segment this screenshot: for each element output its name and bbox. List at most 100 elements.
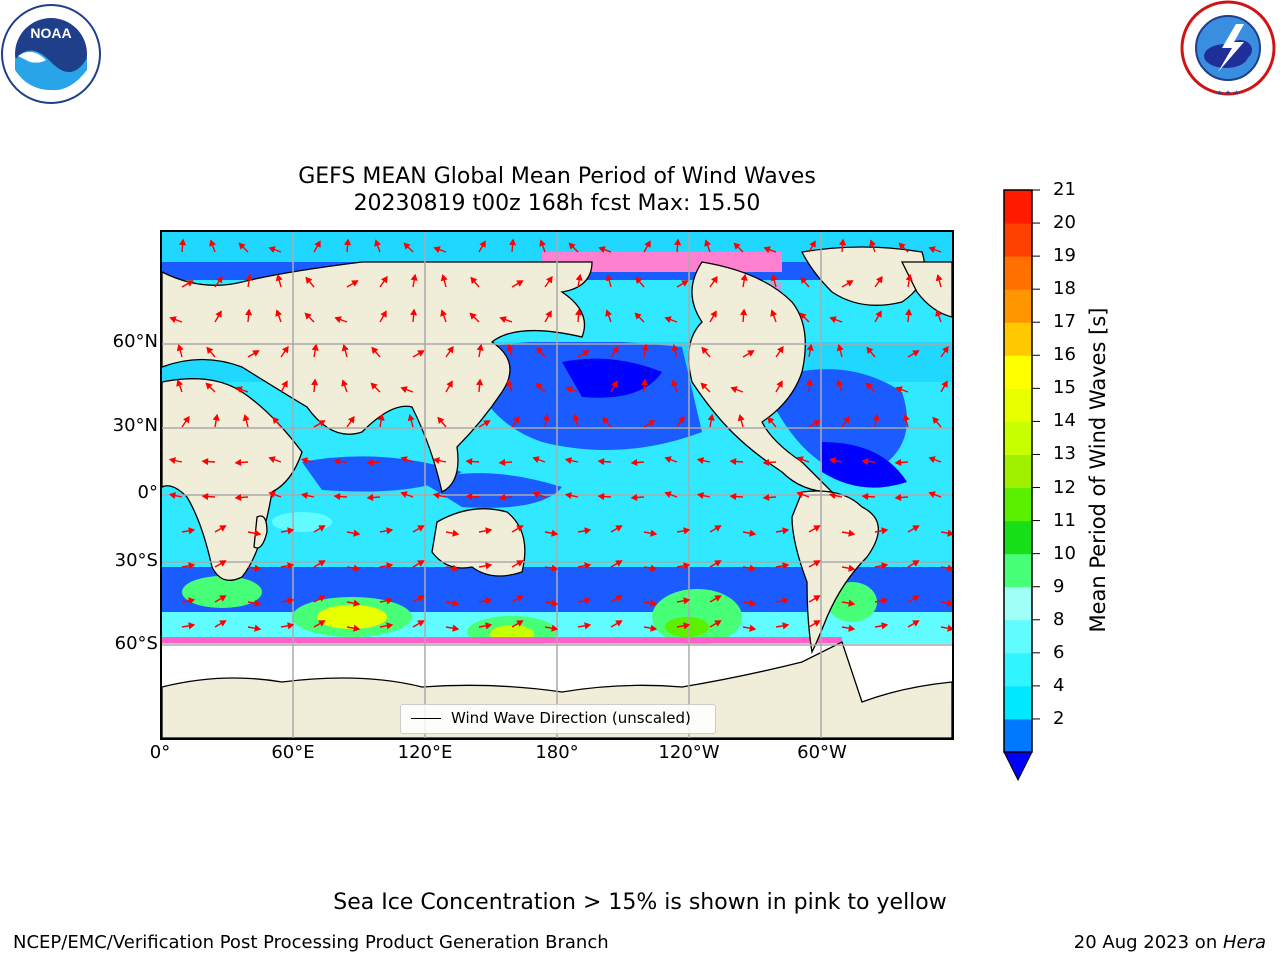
wind-wave-arrowhead [635,276,643,285]
wind-wave-arrowhead [671,343,679,352]
wind-wave-arrowhead [935,273,943,282]
colorbar-tick-label: 4 [1053,674,1065,696]
colorbar-frame [1003,189,1033,753]
wind-wave-arrowhead [881,597,889,605]
lat-label-30n: 30°N [112,415,158,436]
lon-label-60e: 60°E [271,742,315,763]
legend-label: Wind Wave Direction (unscaled) [451,709,691,727]
wind-wave-arrowhead [300,492,308,500]
colorbar-band [1004,355,1032,389]
wind-wave-arrowhead [912,350,920,357]
wind-wave-arrowhead [678,415,685,424]
wind-wave-arrowhead [813,620,821,627]
wind-wave-arrowhead [532,491,540,498]
wind-wave-arrowhead [275,273,283,282]
wind-wave-arrowhead [683,562,691,570]
colorbar-tick-label: 10 [1053,542,1076,564]
wind-wave-arrowhead [333,457,341,466]
colorbar-band [1004,553,1032,588]
wind-wave-arrowhead [681,280,689,287]
wind-wave-arrowhead [551,599,559,607]
wind-wave-arrowhead [334,316,342,323]
svg-text:★ ★ ★: ★ ★ ★ [1217,89,1240,97]
wind-wave-arrowhead [650,624,658,632]
wind-wave-arrowhead [551,529,559,537]
wind-wave-arrowhead [516,525,524,532]
wind-wave-arrowhead [516,620,524,627]
colorbar-band [1004,289,1032,323]
wind-wave-arrowhead [615,595,623,602]
wind-wave-arrowhead [776,380,783,388]
chart-title-line-1: GEFS MEAN Global Mean Period of Wind Wav… [298,164,816,189]
wind-wave-arrowhead [876,275,883,284]
lon-label-120w: 120°W [658,742,720,763]
colorbar-band [1004,487,1032,522]
wind-wave-arrowhead [516,595,524,602]
wind-wave-arrowhead [782,527,790,535]
wind-wave-arrowhead [275,309,282,317]
wind-wave-arrowhead [894,493,902,502]
wind-wave-arrowhead [928,246,936,253]
colorbar-band [1004,586,1032,621]
colorbar-band [1004,190,1032,224]
wind-wave-arrowhead [813,595,821,602]
wind-wave-arrowhead [650,599,658,607]
wind-wave-arrowhead [546,275,553,284]
wind-wave-arrowhead [201,492,209,501]
wind-wave-arrowhead [219,620,227,627]
wind-wave-arrowhead [763,246,771,253]
wind-wave-arrowhead [846,280,854,287]
wind-wave-arrowhead [782,597,790,605]
wind-wave-arrowhead [648,420,656,427]
colorbar [1000,186,1050,786]
wind-wave-arrowhead [928,456,936,463]
wind-wave-arrowhead [796,491,804,498]
wind-wave-arrowhead [612,345,619,354]
colorbar-tick-label: 8 [1053,608,1065,630]
colorbar-band [1004,652,1032,687]
wind-wave-arrowhead [370,382,378,390]
wind-wave-arrowhead [215,310,222,318]
wind-wave-arrowhead [829,316,837,323]
wind-wave-arrowhead [469,312,477,320]
footer-date-text: 20 Aug 2023 on [1073,932,1223,953]
colorbar-tick-label: 15 [1053,377,1076,399]
wind-wave-arrowhead [305,276,313,285]
lat-label-0: 0° [137,482,158,503]
wind-wave-arrowhead [710,310,717,318]
wind-wave-arrowhead [245,308,253,316]
wind-wave-arrowhead [176,343,184,352]
wind-wave-arrowhead [539,239,546,247]
wind-wave-arrowhead [542,413,550,421]
wind-wave-arrowhead [749,529,757,537]
wind-wave-arrowhead [318,560,326,567]
wind-wave-arrowhead [714,560,722,567]
wind-wave-arrowhead [176,379,183,387]
wind-wave-arrowhead [848,529,856,537]
wind-wave-arrowhead [683,597,691,605]
wind-wave-arrowhead [268,491,276,498]
wind-wave-arrowhead [729,457,737,466]
footer-host: Hera [1222,932,1266,953]
wind-wave-arrowhead [498,493,506,502]
wind-wave-arrowhead [762,458,770,467]
wind-wave-arrowhead [942,345,949,354]
lat-label-30s: 30°S [114,550,158,571]
wind-wave-arrowhead [485,597,493,605]
wind-wave-arrowhead [417,620,425,627]
wind-wave-arrowhead [729,492,737,501]
wind-wave-arrowhead [762,493,770,502]
wind-wave-arrowhead [205,382,213,390]
wind-wave-arrowhead [452,599,460,607]
wind-wave-arrowhead [597,457,605,466]
wind-wave-arrowhead [400,456,408,463]
colorbar-band [1004,421,1032,455]
wind-wave-arrowhead [564,492,572,500]
wind-wave-arrowhead [212,413,220,421]
wind-wave-arrowhead [386,622,394,630]
wind-wave-arrowhead [168,457,176,465]
wind-wave-arrowhead [440,309,447,317]
map-legend: Wind Wave Direction (unscaled) [400,704,716,734]
wind-wave-arrowhead [782,622,790,630]
wind-wave-arrowhead [598,246,606,253]
